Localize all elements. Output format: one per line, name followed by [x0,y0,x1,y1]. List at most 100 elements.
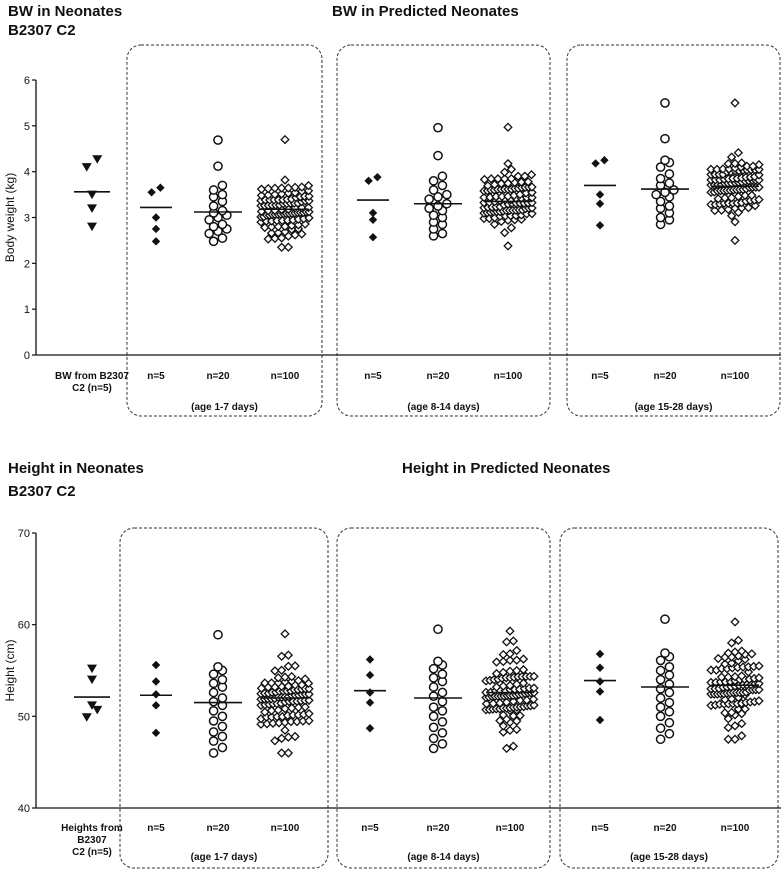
data-point-diamond-open [499,167,510,177]
data-point-circle [213,661,223,672]
data-point-diamond-open [501,743,512,754]
observed-point [92,155,103,164]
data-point-diamond-open [304,708,314,719]
data-point-diamond-open [754,696,764,706]
data-point-diamond-open [491,657,502,667]
data-point-diamond-open [733,635,744,646]
data-point-diamond-open [503,158,513,169]
data-point-diamond-open [283,732,294,742]
data-point-diamond [151,701,161,710]
data-point-diamond-open [512,655,522,665]
observed-point [87,701,97,710]
data-point-circle [428,175,439,186]
data-point-circle [208,736,219,746]
data-point-diamond-open [526,169,537,180]
data-point-diamond-open [273,673,283,683]
data-point-diamond-open [280,175,290,185]
data-point-diamond [365,655,375,664]
data-point-diamond [368,215,378,224]
observed-point [87,664,97,674]
data-point-diamond-open [276,665,287,675]
data-point-diamond-open [263,190,273,200]
data-point-diamond-open [280,703,290,714]
series-x-label: n=100 [494,371,523,382]
data-point-diamond-open [750,200,760,211]
data-point-diamond [595,199,605,208]
y-tick-label: 5 [24,121,30,133]
data-point-diamond-open [280,672,290,682]
data-point-diamond-open [290,731,300,742]
data-point-diamond-open [515,710,525,721]
age-range-label: (age 8-14 days) [407,402,479,413]
data-point-diamond-open [737,646,747,656]
data-point-diamond-open [720,708,730,718]
data-point-diamond-open [527,182,537,192]
data-point-diamond-open [527,203,537,213]
data-point-diamond-open [726,658,737,668]
data-point-diamond-open [283,748,294,758]
data-point-diamond-open [270,183,280,193]
data-point-circle [424,194,435,205]
data-point-circle [655,693,666,703]
data-point-circle [217,711,228,722]
data-point-circle [655,655,666,666]
data-point-diamond [595,663,605,672]
data-point-circle [428,682,439,692]
data-point-diamond-open [304,213,314,223]
y-tick-label: 50 [18,711,30,723]
observed-point [87,190,97,200]
data-point-circle [655,212,666,223]
observed-x-label: BW from B2307 [55,371,129,382]
data-point-circle [208,687,219,698]
data-point-diamond-open [527,208,537,219]
data-point-diamond-open [730,617,740,627]
data-point-diamond-open [498,727,508,737]
predicted-title: BW in Predicted Neonates [332,3,519,20]
data-point-diamond-open [527,187,537,198]
series-x-label: n=5 [591,823,609,834]
data-point-diamond-open [512,645,522,656]
data-point-circle [428,663,439,674]
series-x-label: n=100 [496,823,525,834]
data-point-circle [428,672,439,683]
data-point-diamond-open [283,661,294,672]
data-point-circle [428,185,439,195]
data-point-diamond-open [529,700,539,710]
data-point-circle [655,734,666,745]
data-point-diamond-open [498,721,508,731]
data-point-diamond-open [754,170,764,180]
data-point-diamond-open [280,227,290,237]
chart-title-line2: B2307 C2 [8,22,76,39]
data-point-diamond-open [297,229,307,239]
data-point-diamond [151,677,161,686]
data-point-diamond-open [304,716,314,726]
series-x-label: n=20 [206,823,230,834]
data-point-diamond-open [733,147,744,158]
data-point-diamond-open [737,203,747,213]
data-point-diamond [151,213,161,222]
data-point-diamond-open [503,241,513,251]
series-x-label: n=5 [147,371,165,382]
data-point-circle [208,727,219,737]
series-x-label: n=20 [426,371,450,382]
data-point-diamond-open [488,698,498,709]
data-point-diamond [151,660,161,670]
data-point-circle [437,171,448,182]
data-point-diamond-open [730,217,740,227]
data-point-circle [664,706,675,717]
data-point-circle [664,201,675,211]
data-point-diamond-open [287,671,297,682]
data-point-diamond-open [266,678,277,688]
data-point-circle [660,187,670,198]
data-point-circle [655,723,666,734]
data-point-diamond-open [747,190,757,201]
data-point-circle [664,697,675,708]
age-range-label: (age 15-28 days) [635,402,713,413]
data-point-circle [651,189,662,200]
data-point-circle [437,716,448,727]
data-point-circle [655,196,666,207]
series-x-label: n=100 [721,371,750,382]
data-point-diamond-open [300,674,310,684]
data-point-diamond-open [512,724,522,735]
data-point-circle [437,228,448,239]
